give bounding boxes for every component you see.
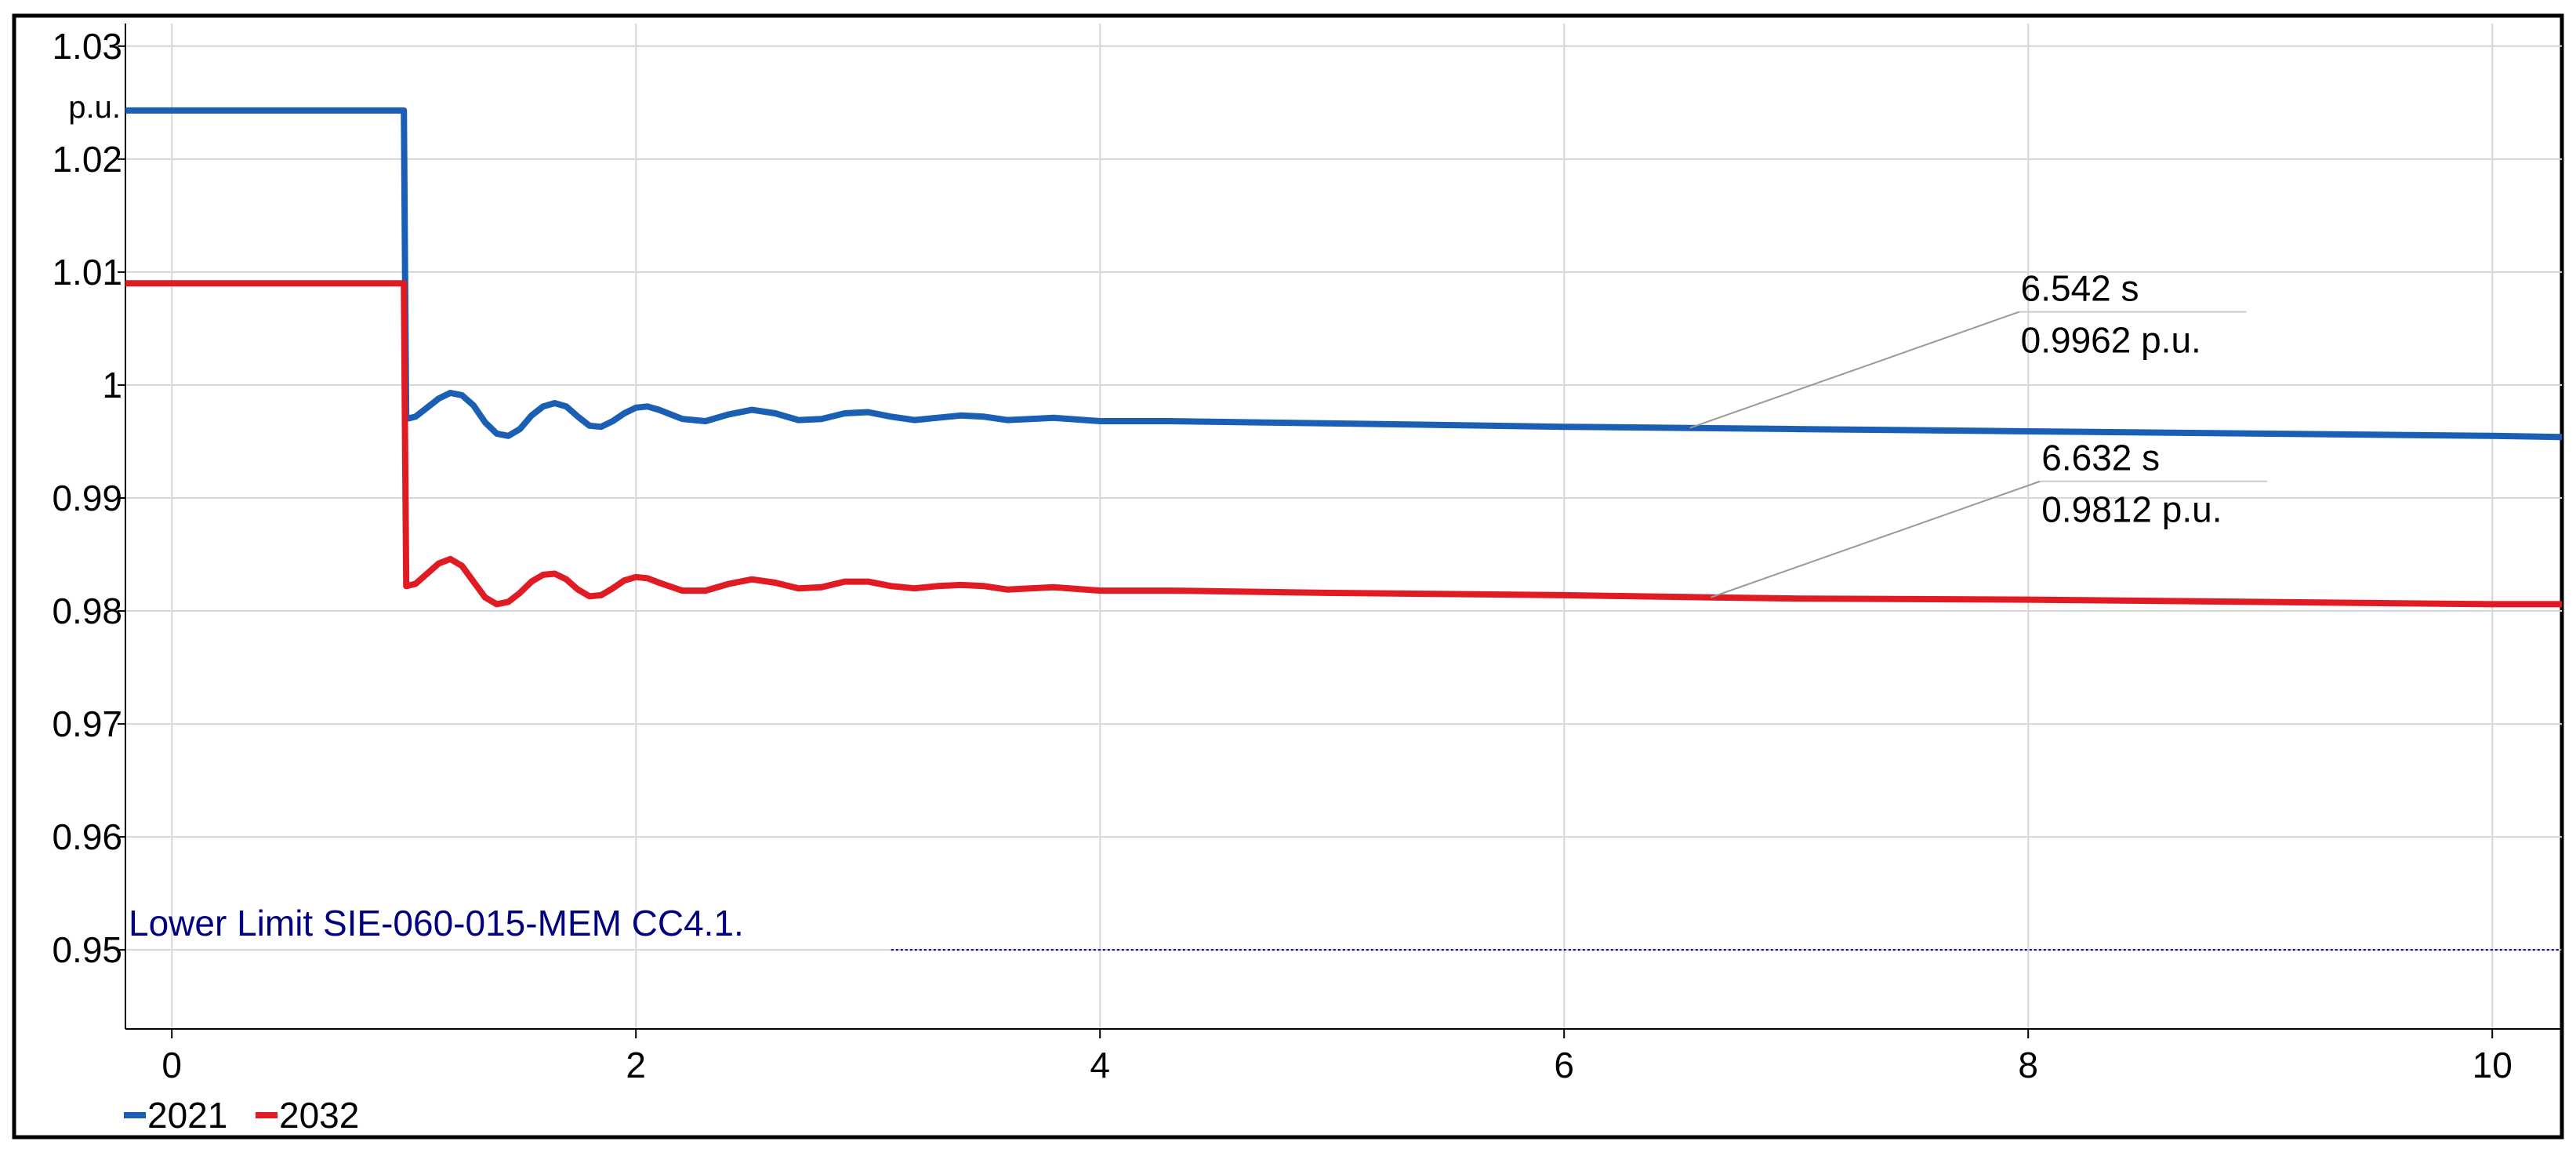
x-tick-label: 8 (2018, 1045, 2038, 1085)
annotation-time: 6.542 s (2021, 268, 2139, 309)
annotation-value: 0.9962 p.u. (2021, 320, 2201, 361)
legend-label-2032: 2032 (279, 1095, 359, 1136)
y-tick-label: 1.02 (52, 139, 122, 180)
y-tick-label: 0.97 (52, 703, 122, 744)
y-tick-label: 0.96 (52, 816, 122, 857)
grid (125, 24, 2562, 1029)
x-tick-label: 2 (626, 1045, 646, 1085)
x-tick-label: 0 (161, 1045, 182, 1085)
legend: 2021 2032 (124, 1095, 359, 1136)
y-tick-label: 0.99 (52, 478, 122, 518)
series (125, 107, 2563, 608)
y-tick-label: 1.01 (52, 252, 122, 293)
legend-label-2021: 2021 (147, 1095, 227, 1136)
lower-limit-label: Lower Limit SIE-060-015-MEM CC4.1. (129, 903, 744, 943)
x-tick-label: 6 (1554, 1045, 1574, 1085)
x-tick-label: 10 (2473, 1045, 2513, 1085)
annotation-leader (1710, 480, 2041, 598)
annotations: 6.542 s 0.9962 p.u. 6.632 s 0.9812 p.u. (1689, 268, 2268, 598)
x-tick-label: 4 (1090, 1045, 1110, 1085)
series-line-2021 (125, 107, 2563, 441)
y-tick-label: 1.03 (52, 26, 122, 67)
reference-lines: Lower Limit SIE-060-015-MEM CC4.1. (129, 903, 2562, 951)
y-tick-label: 0.98 (52, 591, 122, 631)
series-line-2032 (125, 280, 2562, 608)
y-axis-unit-label: p.u. (68, 90, 121, 125)
annotation-time: 6.632 s (2041, 438, 2160, 478)
annotation-value: 0.9812 p.u. (2041, 489, 2222, 530)
axes: 0 2 4 6 8 10 0.95 0.96 0.97 0.98 0.99 1 1.01 1.02 1.03… (52, 24, 2562, 1085)
annotation-leader (1689, 311, 2019, 429)
y-tick-label: 1 (102, 365, 122, 405)
y-tick-label: 0.95 (52, 929, 122, 970)
outer-frame (12, 13, 2564, 1140)
